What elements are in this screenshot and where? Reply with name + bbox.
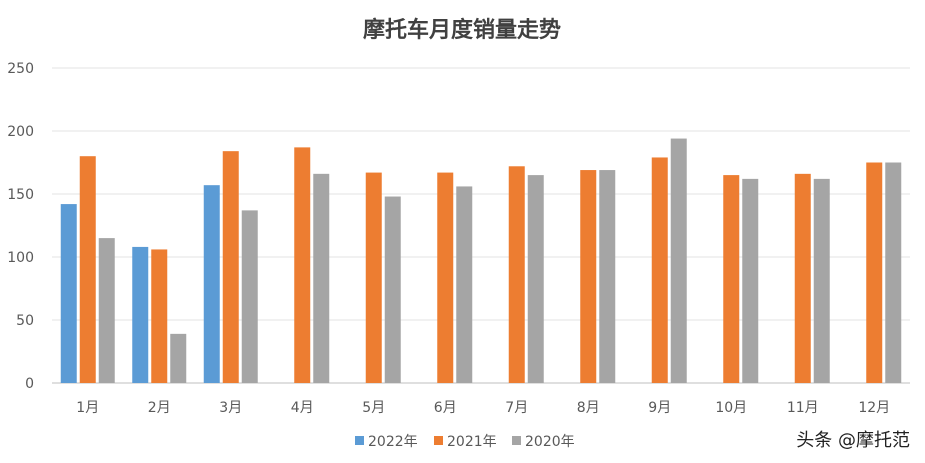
bar-2020年-3月 (241, 210, 258, 383)
bar-2021年-6月 (437, 172, 454, 383)
y-tick-label: 250 (7, 61, 34, 77)
bar-2020年-1月 (98, 238, 115, 383)
x-tick-label: 7月 (505, 400, 528, 416)
legend-swatch (355, 436, 364, 445)
x-tick-label: 5月 (362, 400, 385, 416)
y-tick-label: 50 (16, 313, 34, 329)
bar-2020年-8月 (599, 170, 616, 383)
bar-2020年-4月 (313, 173, 330, 383)
bar-2022年-1月 (60, 204, 77, 383)
x-tick-label: 11月 (787, 400, 819, 416)
bar-2020年-11月 (813, 178, 830, 383)
bar-2020年-2月 (170, 333, 187, 383)
x-tick-label: 4月 (291, 400, 314, 416)
x-tick-label: 2月 (148, 400, 171, 416)
legend-label: 2021年 (447, 434, 497, 450)
bar-2020年-10月 (742, 178, 759, 383)
bar-2022年-3月 (203, 185, 220, 383)
grid (52, 67, 910, 384)
bar-2020年-5月 (384, 196, 401, 383)
bar-2022年-2月 (132, 246, 149, 383)
x-tick-label: 1月 (76, 400, 99, 416)
bar-2021年-5月 (365, 172, 382, 383)
bar-2020年-7月 (527, 175, 544, 383)
bar-2021年-7月 (508, 166, 525, 383)
x-tick-label: 3月 (219, 400, 242, 416)
bar-2021年-10月 (723, 175, 740, 383)
bar-2021年-8月 (580, 170, 597, 383)
x-tick-label: 9月 (648, 400, 671, 416)
legend-swatch (512, 436, 521, 445)
x-tick-label: 12月 (858, 400, 890, 416)
bar-2021年-4月 (294, 147, 311, 383)
x-axis-ticks: 1月 2月 3月 4月 5月 6月 7月 8月 9月 10月 11月 12月 (76, 400, 890, 416)
x-tick-label: 8月 (577, 400, 600, 416)
bar-2020年-9月 (670, 138, 687, 383)
y-tick-label: 0 (25, 376, 34, 392)
legend-label: 2020年 (525, 434, 575, 450)
bar-2020年-6月 (456, 186, 473, 383)
legend-label: 2022年 (368, 434, 418, 450)
bar-2021年-2月 (151, 249, 168, 383)
bars (60, 138, 902, 383)
y-tick-label: 200 (7, 124, 34, 140)
bar-2021年-12月 (866, 162, 883, 383)
y-tick-label: 150 (7, 187, 34, 203)
chart-title: 摩托车月度销量走势 (363, 17, 561, 43)
legend: 2022年 2021年 2020年 (355, 434, 575, 450)
bar-2021年-1月 (79, 156, 96, 383)
bar-2020年-12月 (885, 162, 902, 383)
bar-2021年-9月 (651, 157, 668, 383)
bar-2021年-11月 (794, 173, 811, 383)
watermark: 头条 @摩托范 (796, 430, 910, 451)
x-tick-label: 10月 (715, 400, 747, 416)
y-axis-ticks: 0 50 100 150 200 250 (7, 61, 34, 392)
legend-swatch (434, 436, 443, 445)
x-tick-label: 6月 (434, 400, 457, 416)
y-tick-label: 100 (7, 250, 34, 266)
bar-2021年-3月 (222, 151, 239, 383)
